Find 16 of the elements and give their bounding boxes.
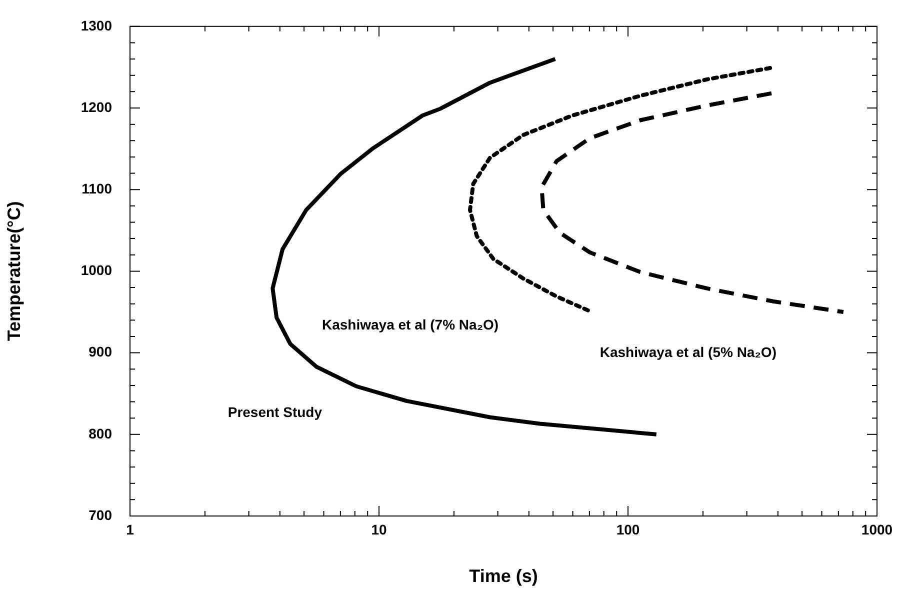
annotation: Kashiwaya et al (7% Na₂O) [322, 316, 499, 332]
y-tick-label: 700 [88, 506, 112, 523]
annotation: Kashiwaya et al (5% Na₂O) [600, 344, 776, 360]
y-tick-label: 900 [88, 344, 112, 360]
y-axis-title: Temperature(°C) [4, 201, 24, 342]
y-tick-label: 800 [88, 425, 112, 442]
x-tick-label: 100 [616, 521, 640, 538]
x-tick-label: 1000 [861, 521, 893, 538]
y-tick-label: 1100 [82, 180, 112, 196]
annotation: Present Study [228, 404, 322, 420]
x-tick-label: 10 [371, 521, 387, 538]
y-tick-label: 1300 [80, 17, 112, 34]
y-tick-label: 1000 [80, 262, 112, 278]
x-axis-title: Time (s) [469, 566, 538, 586]
x-tick-label: 1 [126, 521, 134, 538]
y-tick-label: 1200 [80, 98, 112, 115]
